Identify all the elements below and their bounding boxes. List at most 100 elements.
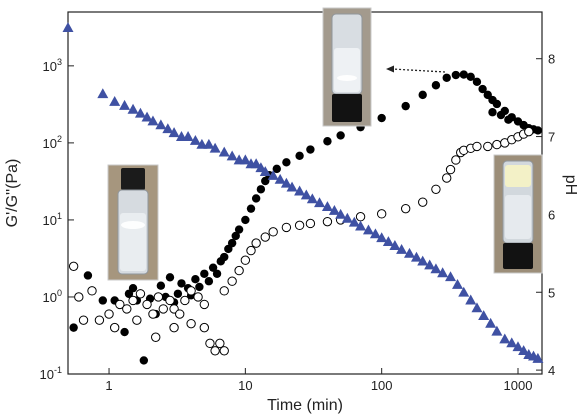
modulus-open-point [246, 245, 256, 256]
ph-point [109, 96, 121, 106]
ph-point [119, 99, 131, 110]
modulus-filled-point [533, 126, 543, 135]
modulus-filled-point [323, 137, 332, 146]
modulus-filled-point [177, 279, 186, 288]
ph-point [328, 205, 340, 215]
y-left-axis-label: G'/G''(Pa) [4, 159, 21, 228]
modulus-open-point [104, 309, 114, 319]
ph-point [286, 181, 298, 192]
y-right-tick-label: 4 [548, 363, 555, 378]
modulus-open-point [186, 318, 196, 329]
ph-point [389, 240, 401, 250]
ph-point [437, 267, 449, 278]
modulus-filled-point [282, 158, 291, 167]
modulus-filled-point [173, 289, 183, 298]
modulus-open-point [175, 309, 185, 319]
series-filled-triangle [62, 22, 544, 363]
modulus-filled-point [231, 231, 240, 241]
ph-point [518, 345, 530, 356]
ph-point [239, 154, 251, 165]
ph-point [259, 166, 271, 176]
ph-point [506, 337, 518, 348]
ph-point [134, 107, 146, 118]
vial-photo-left [107, 164, 159, 281]
modulus-open-point [87, 286, 97, 296]
ph-point [512, 341, 524, 352]
modulus-open-point [492, 139, 502, 150]
modulus-filled-point [165, 273, 175, 282]
modulus-open-point [135, 289, 146, 299]
vial-photo-top [322, 7, 372, 127]
ph-point [97, 88, 109, 99]
x-axis-label: Time (min) [267, 397, 343, 414]
y-right-tick-label: 8 [548, 52, 555, 67]
modulus-filled-point [220, 252, 229, 262]
ph-point [404, 247, 416, 258]
modulus-open-point [294, 220, 305, 231]
vial-photo-right [493, 154, 543, 274]
modulus-open-point [260, 232, 270, 242]
modulus-filled-point [492, 99, 502, 109]
modulus-filled-point [272, 164, 281, 174]
ph-point [369, 228, 381, 239]
ph-point [321, 201, 333, 212]
ph-point [314, 197, 326, 208]
ph-point [491, 325, 503, 336]
x-tick-label: 1000 [504, 378, 533, 393]
ph-point [155, 119, 167, 130]
modulus-open-point [472, 141, 482, 152]
x-tick-label: 10 [238, 378, 252, 393]
modulus-open-point [376, 209, 387, 219]
ph-point [430, 263, 442, 274]
modulus-open-point [148, 309, 158, 319]
modulus-open-point [199, 322, 210, 333]
modulus-open-point [151, 332, 161, 342]
modulus-open-point [483, 141, 493, 152]
modulus-open-point [281, 222, 292, 233]
y-right-tick-label: 5 [548, 285, 555, 300]
ph-point [417, 255, 429, 266]
ph-point [147, 115, 159, 126]
ph-point [141, 111, 153, 122]
modulus-open-point [94, 315, 105, 325]
modulus-filled-point [459, 70, 468, 79]
modulus-filled-point [295, 151, 304, 160]
y-right-axis-label: pH [562, 175, 579, 195]
modulus-filled-point [98, 296, 107, 305]
ph-point [274, 173, 286, 184]
modulus-filled-point [156, 281, 166, 290]
modulus-filled-point [234, 225, 244, 234]
modulus-filled-point [504, 115, 513, 124]
ph-point [478, 310, 490, 321]
modulus-filled-point [200, 269, 209, 278]
modulus-open-point [132, 315, 142, 325]
ph-point [182, 131, 194, 141]
modulus-open-point [227, 276, 237, 286]
ph-point [203, 138, 215, 149]
modulus-open-point [180, 295, 190, 306]
modulus-open-point [165, 295, 175, 306]
ph-point [196, 138, 208, 149]
x-tick-label: 100 [371, 378, 393, 393]
modulus-filled-point [251, 194, 261, 203]
ph-point [267, 169, 279, 180]
modulus-open-point [115, 299, 125, 310]
modulus-filled-point [377, 113, 386, 123]
ph-point [218, 146, 230, 157]
modulus-open-point [205, 338, 215, 349]
ph-point [410, 251, 422, 262]
modulus-filled-point [83, 271, 93, 280]
modulus-open-point [442, 173, 452, 183]
ph-point [189, 134, 201, 145]
modulus-open-point [74, 292, 84, 302]
modulus-filled-point [195, 282, 204, 292]
ph-point [62, 22, 74, 32]
modulus-open-point [322, 216, 333, 227]
modulus-open-point [400, 203, 411, 214]
modulus-filled-point [466, 72, 475, 82]
modulus-filled-point [442, 73, 451, 82]
modulus-open-point [153, 292, 164, 302]
modulus-open-point [219, 286, 229, 296]
ph-point [452, 278, 464, 289]
